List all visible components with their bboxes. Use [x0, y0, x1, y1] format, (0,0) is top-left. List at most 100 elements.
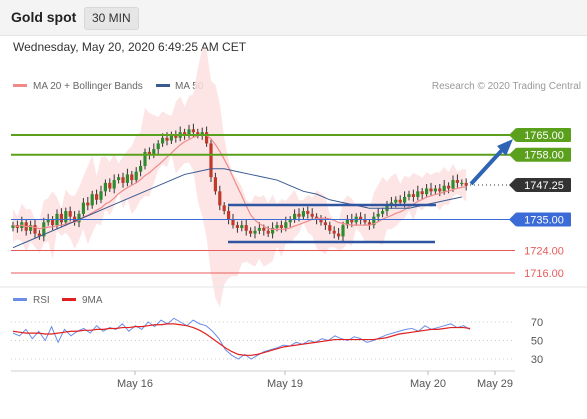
candle-body: [411, 194, 415, 197]
chart-title: Gold spot: [11, 9, 77, 25]
candle-body: [429, 188, 433, 192]
candle-body: [363, 219, 367, 223]
candle-body: [42, 222, 46, 237]
candle-body: [99, 191, 103, 200]
candle-body: [328, 225, 332, 231]
rsi-ma-legend-label: 9MA: [82, 295, 103, 306]
candle-body: [103, 182, 107, 192]
candle-body: [174, 135, 178, 138]
level-label-1716.00: 1716.00: [524, 268, 564, 280]
candle-body: [433, 188, 437, 192]
candle-body: [200, 132, 204, 135]
level-label-1758.00: 1758.00: [524, 150, 564, 162]
level-tag-pointer: [509, 177, 516, 192]
candle-body: [455, 180, 459, 183]
level-tag-1765.00: [516, 128, 571, 142]
rsi-legend-label: RSI: [33, 295, 50, 306]
candle-body: [235, 225, 239, 228]
level-label-1747.25: 1747.25: [524, 180, 564, 192]
candle-body: [367, 222, 371, 226]
rsi-ma-line: [12, 323, 471, 356]
target-arrow-shaft: [469, 147, 505, 186]
candle-body: [293, 213, 297, 220]
candle-body: [37, 233, 41, 237]
candle-body: [165, 137, 169, 141]
timeframe-button[interactable]: 30 MIN: [84, 7, 139, 30]
x-tick-label: May 19: [267, 378, 303, 390]
candle-body: [112, 180, 116, 189]
candle-body: [156, 143, 160, 150]
candle-body: [403, 196, 407, 203]
candle-body: [191, 129, 195, 133]
price-levels: 1765.00 1758.00 1747.25 1735.00 1724.00 1716.…: [11, 128, 571, 280]
candle-body: [372, 216, 376, 226]
candle-body: [310, 213, 314, 217]
level-tag-pointer: [509, 147, 516, 162]
candle-body: [209, 143, 213, 178]
candle-body: [244, 225, 248, 231]
candle-body: [271, 227, 275, 234]
candle-body: [130, 174, 134, 181]
candle-body: [416, 191, 420, 197]
level-tag-1758.00: [516, 147, 571, 162]
candle-body: [86, 202, 90, 206]
candle-body: [68, 211, 72, 217]
ma20-line: [12, 134, 467, 230]
candle-body: [381, 211, 385, 214]
candle-body: [394, 199, 398, 203]
candle-body: [95, 194, 99, 200]
candle-body: [147, 151, 151, 155]
candle-body: [301, 211, 305, 217]
ma50-legend-label: MA 50: [175, 81, 204, 92]
candle-body: [196, 132, 200, 135]
candle-body: [447, 185, 451, 189]
bollinger-band-area: [13, 48, 467, 308]
candle-body: [398, 199, 402, 203]
candle-body: [420, 191, 424, 195]
rsi-panel: 70 50 30: [11, 317, 543, 366]
candle-body: [218, 191, 222, 206]
candle-body: [279, 225, 283, 228]
x-tick-label: May 20: [410, 378, 446, 390]
candle-body: [108, 182, 112, 189]
candle-body: [90, 194, 94, 206]
candle-body: [117, 177, 121, 181]
candle-body: [337, 233, 341, 237]
candle-body: [262, 227, 266, 231]
rsi-legend-swatch: [13, 298, 27, 301]
candle-body: [139, 165, 143, 172]
candle-body: [257, 227, 261, 231]
candle-body: [249, 230, 253, 234]
candle-body: [341, 225, 345, 237]
candle-body: [288, 219, 292, 223]
level-tag-1735.00: [516, 212, 571, 227]
x-axis-ticks: May 16 May 19 May 20 May 29: [117, 371, 513, 390]
candle-body: [359, 216, 363, 220]
candle-body: [284, 222, 288, 228]
candle-body: [231, 219, 235, 226]
candle-body: [275, 225, 279, 228]
level-tag-1747.25: [516, 177, 571, 192]
bollinger-bands: [13, 48, 467, 308]
candle-body: [29, 225, 33, 231]
candle-body: [125, 174, 129, 183]
candle-body: [306, 211, 310, 214]
candle-body: [438, 188, 442, 192]
research-credit: Research © 2020 Trading Central: [432, 81, 581, 92]
level-label-1765.00: 1765.00: [524, 130, 564, 142]
candle-body: [205, 132, 209, 144]
rsi-tick-70: 70: [531, 317, 543, 329]
candle-body: [64, 211, 68, 223]
candle-body: [183, 132, 187, 135]
rsi-tick-50: 50: [531, 336, 543, 348]
candle-body: [376, 213, 380, 217]
candle-body: [319, 219, 323, 223]
chart-header: Gold spot 30 MIN: [0, 0, 587, 36]
date-label: Wednesday, May 20, 2020 6:49:25 AM CET: [13, 40, 247, 54]
rsi-line: [12, 317, 471, 360]
candle-body: [323, 222, 327, 226]
x-tick-label: May 29: [477, 378, 513, 390]
candle-body: [11, 225, 15, 228]
ma20-legend-label: MA 20 + Bollinger Bands: [33, 81, 143, 92]
